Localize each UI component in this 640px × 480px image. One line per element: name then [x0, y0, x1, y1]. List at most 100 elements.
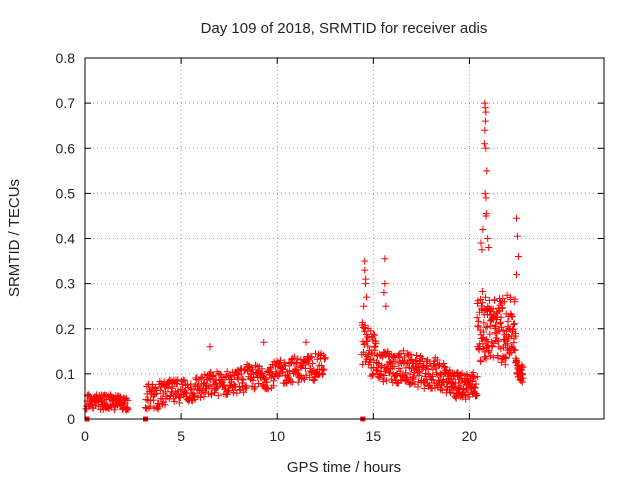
data-point — [252, 361, 260, 369]
y-tick-label: 0.7 — [56, 95, 76, 111]
data-point — [363, 293, 371, 301]
data-point — [361, 266, 369, 274]
data-point — [402, 364, 410, 372]
data-point — [267, 365, 275, 373]
data-point — [407, 351, 415, 359]
data-point — [399, 347, 407, 355]
data-point — [214, 392, 222, 400]
data-point — [504, 317, 512, 325]
data-point — [482, 355, 490, 363]
data-point — [124, 405, 132, 413]
data-point — [390, 363, 398, 371]
x-tick-label: 20 — [462, 428, 478, 444]
data-point — [124, 396, 132, 404]
data-point — [498, 323, 506, 331]
data-point — [386, 369, 394, 377]
y-tick-label: 0.1 — [56, 366, 76, 382]
data-point — [243, 384, 251, 392]
data-point — [367, 327, 375, 335]
data-point — [270, 377, 278, 385]
data-point — [369, 330, 377, 338]
data-point — [391, 352, 399, 360]
data-point — [450, 383, 458, 391]
data-point — [362, 280, 370, 288]
data-point — [174, 376, 182, 384]
data-point — [499, 294, 507, 302]
data-point — [200, 393, 208, 401]
data-point — [150, 396, 158, 404]
data-point — [465, 393, 473, 401]
data-point — [482, 323, 490, 331]
data-point — [276, 356, 284, 364]
data-point — [446, 389, 454, 397]
data-point — [471, 383, 479, 391]
data-point — [519, 363, 527, 371]
data-point — [161, 401, 169, 409]
x-tick-label: 10 — [269, 428, 285, 444]
data-point — [481, 189, 489, 197]
data-point — [514, 253, 522, 261]
data-point — [180, 376, 188, 384]
data-point — [368, 350, 376, 358]
data-point — [156, 386, 164, 394]
data-point — [502, 354, 510, 362]
data-point — [433, 356, 441, 364]
data-point — [393, 371, 401, 379]
y-tick-label: 0.2 — [56, 321, 76, 337]
data-point — [383, 377, 391, 385]
data-point — [142, 403, 150, 411]
data-point — [239, 376, 247, 384]
data-point — [482, 194, 490, 202]
data-point — [250, 374, 258, 382]
data-point — [123, 405, 131, 413]
data-point — [501, 353, 509, 361]
data-point — [463, 386, 471, 394]
data-point — [424, 356, 432, 364]
data-point — [473, 373, 481, 381]
data-point — [420, 384, 428, 392]
data-point — [396, 367, 404, 375]
data-point — [287, 378, 295, 386]
data-point — [482, 144, 490, 152]
data-point — [473, 314, 481, 322]
data-point — [436, 385, 444, 393]
data-point — [513, 271, 521, 279]
data-point — [479, 299, 487, 307]
data-point — [230, 389, 238, 397]
x-tick-label: 5 — [177, 428, 185, 444]
data-point — [379, 353, 387, 361]
data-point — [482, 212, 490, 220]
data-point — [435, 377, 443, 385]
data-point — [380, 289, 388, 297]
data-point — [241, 366, 249, 374]
data-point — [181, 388, 189, 396]
data-point — [483, 167, 491, 175]
data-point — [501, 361, 509, 369]
data-point — [320, 366, 328, 374]
data-point — [363, 337, 371, 345]
data-point — [438, 386, 446, 394]
data-point — [457, 371, 465, 379]
data-point — [519, 374, 527, 382]
data-point — [505, 333, 513, 341]
data-point — [406, 370, 414, 378]
data-point — [380, 371, 388, 379]
data-point — [209, 371, 217, 379]
data-point — [319, 365, 327, 373]
data-point — [206, 343, 214, 351]
data-point — [503, 340, 511, 348]
data-point — [258, 369, 266, 377]
data-point — [232, 382, 240, 390]
data-point — [221, 373, 229, 381]
data-point — [170, 397, 178, 405]
data-point — [161, 388, 169, 396]
data-point — [487, 322, 495, 330]
data-point — [512, 332, 520, 340]
data-point — [249, 376, 257, 384]
data-point — [249, 366, 257, 374]
data-point — [372, 339, 380, 347]
data-point — [223, 368, 231, 376]
data-point — [254, 379, 262, 387]
data-point — [364, 342, 372, 350]
data-point — [500, 298, 508, 306]
